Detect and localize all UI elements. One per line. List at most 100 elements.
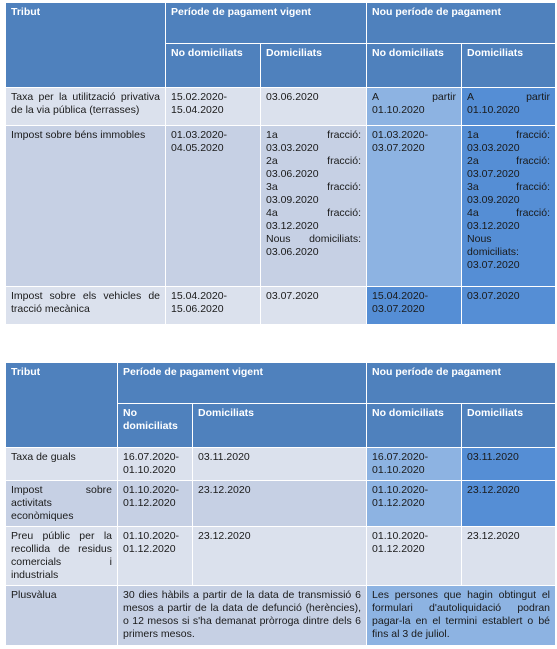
vigent-no-dom-cell: 15.02.2020- 15.04.2020 [165,87,261,126]
date-line: 01.10.2020 [372,104,425,116]
tribut-name: Taxa per la utilització privativa de la … [5,87,166,126]
nou-no-dom-cell: 16.07.2020- 01.10.2020 [366,447,463,481]
date-line: 4a fracció: [467,207,551,219]
date-line: 15.04.2020- [372,290,429,302]
date-line: 16.07.2020- [372,451,429,463]
date-line: 03.09.2020 [266,194,319,206]
nou-no-dom-cell: A partir 01.10.2020 [366,87,463,126]
date-line: 01.03.2020- [171,129,228,141]
tribut-name: Impost sobre els vehicles de tracció mec… [5,286,166,325]
header-nou-no-domiciliats: No domiciliats [366,43,463,88]
date-line: 01.10.2020 [372,464,425,476]
date-line: 3a fracció: [266,181,362,193]
date-line: 01.12.2020 [123,497,176,509]
date-line: 03.06.2020 [266,168,319,180]
tribut-table-2: Tribut Període de pagament vigent Nou pe… [5,362,557,646]
date-line: 23.12.2020 [467,484,520,496]
date-line: Nous domiciliats: [266,233,362,245]
nou-dom-cell: 03.07.2020 [461,286,557,325]
header-domiciliats: Domiciliats [259,43,368,88]
date-line: A partir [372,91,457,103]
date-line: 01.10.2020- [123,530,180,542]
vigent-dom-cell: 03.11.2020 [191,447,368,481]
vigent-dom-cell: 03.07.2020 [259,286,368,325]
date-line: 03.09.2020 [467,194,520,206]
header-nou-periode: Nou període de pagament [366,2,557,44]
header-no-domiciliats: No domiciliats [165,43,261,88]
header-nou-periode: Nou període de pagament [366,362,557,404]
date-line: 01.10.2020- [123,484,180,496]
vigent-dom-cell: 23.12.2020 [191,526,368,586]
nou-no-dom-cell: 15.04.2020- 03.07.2020 [366,286,463,325]
date-line: A partir [467,91,551,103]
date-line: 03.07.2020 [467,259,520,271]
date-line: 03.12.2020 [266,220,319,232]
vigent-dom-cell: 1a fracció: 03.03.2020 2a fracció: 03.06… [259,125,368,287]
header-no-domiciliats: No domiciliats [117,403,193,448]
table-row: Impost sobre els vehicles de tracció mec… [5,286,557,325]
date-line: 03.07.2020 [372,142,425,154]
date-line: 03.06.2020 [266,246,319,258]
date-line: domiciliats: [467,246,519,258]
table-row: Impost sobre béns immobles 01.03.2020- 04… [5,125,557,287]
date-line: 01.12.2020 [372,543,425,555]
table-row: Preu públic per la recollida de residus … [5,526,557,586]
nou-dom-cell: 1a fracció: 03.03.2020 2a fracció: 03.07… [461,125,557,287]
date-line: 15.06.2020 [171,303,224,315]
header-domiciliats: Domiciliats [191,403,368,448]
table-row: Plusvàlua 30 dies hàbils a partir de la … [5,585,557,646]
nou-dom-cell: 03.11.2020 [461,447,557,481]
tribut-name: Preu públic per la recollida de residus … [5,526,118,586]
table-row: Impost sobre activitats econòmiques 01.1… [5,480,557,527]
header-periode-vigent: Període de pagament vigent [164,2,368,44]
date-line: 01.10.2020 [467,104,520,116]
tribut-name: Impost sobre activitats econòmiques [5,480,118,527]
date-line: 01.12.2020 [123,543,176,555]
nou-no-dom-cell: 01.10.2020- 01.12.2020 [366,480,463,527]
date-line: 15.02.2020- [171,91,228,103]
date-line: 15.04.2020- [171,290,228,302]
header-nou-domiciliats: Domiciliats [461,403,557,448]
date-line: 01.03.2020- [372,129,429,141]
nou-dom-cell: A partir 01.10.2020 [461,87,557,126]
vigent-no-dom-cell: 01.10.2020- 01.12.2020 [117,480,193,527]
nou-dom-cell: 23.12.2020 [461,480,557,527]
date-line: 2a fracció: [266,155,362,167]
header-tribut: Tribut [5,2,166,88]
tribut-name: Taxa de guals [5,447,118,481]
vigent-no-dom-cell: 01.03.2020- 04.05.2020 [165,125,261,287]
header-nou-domiciliats: Domiciliats [461,43,557,88]
date-line: 03.07.2020 [467,168,520,180]
date-line: 01.10.2020- [372,530,429,542]
date-line: 1a fracció: [266,129,362,141]
date-line: 01.10.2020 [123,464,176,476]
date-line: 23.12.2020 [198,484,251,496]
date-line: 03.12.2020 [467,220,520,232]
table-row: Taxa per la utilització privativa de la … [5,87,557,126]
date-line: 03.07.2020 [266,290,319,302]
date-line: 01.10.2020- [372,484,429,496]
tribut-table-1: Tribut Període de pagament vigent Nou pe… [5,2,557,325]
date-line: 3a fracció: [467,181,551,193]
date-line: 04.05.2020 [171,142,224,154]
date-line: 03.03.2020 [467,142,520,154]
header-nou-no-domiciliats: No domiciliats [366,403,463,448]
date-line: 23.12.2020 [198,530,251,542]
vigent-no-dom-cell: 16.07.2020- 01.10.2020 [117,447,193,481]
date-line: 16.07.2020- [123,451,180,463]
vigent-dom-cell: 03.06.2020 [259,87,368,126]
date-line: 03.11.2020 [467,451,519,463]
date-line: 03.03.2020 [266,142,319,154]
vigent-no-dom-cell: 01.10.2020- 01.12.2020 [117,526,193,586]
date-line: 03.07.2020 [372,303,425,315]
plusvalua-nou-text: Les persones que hagin obtingut el formu… [366,585,557,646]
nou-no-dom-cell: 01.03.2020- 03.07.2020 [366,125,463,287]
table-row: Taxa de guals 16.07.2020- 01.10.2020 03.1… [5,447,557,481]
date-line: 15.04.2020 [171,104,224,116]
date-line: 03.11.2020 [198,451,250,463]
date-line: 01.12.2020 [372,497,425,509]
date-line: 2a fracció: [467,155,551,167]
nou-no-dom-cell: 01.10.2020- 01.12.2020 [366,526,463,586]
date-line: 4a fracció: [266,207,362,219]
date-line: 23.12.2020 [467,530,520,542]
